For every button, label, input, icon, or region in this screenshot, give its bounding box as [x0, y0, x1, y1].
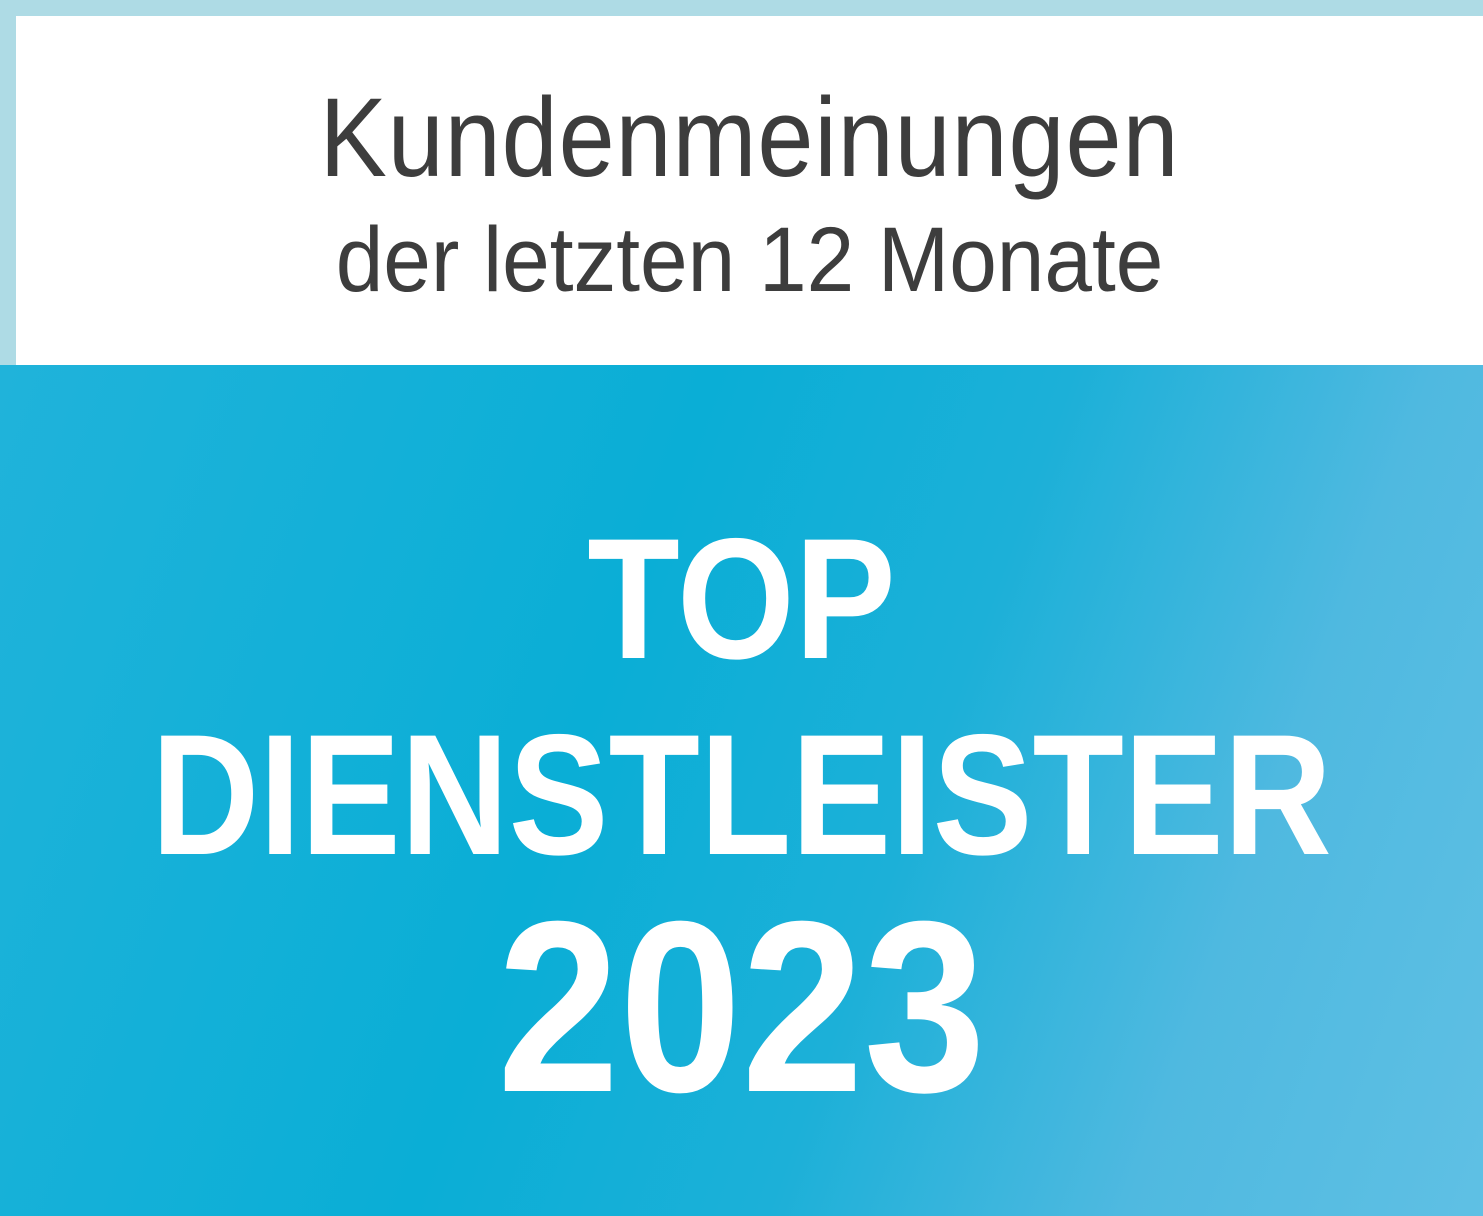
- award-top-label: TOP: [587, 503, 896, 695]
- award-title: DIENSTLEISTER: [151, 699, 1332, 891]
- header-panel: Kundenmeinungen der letzten 12 Monate: [16, 16, 1483, 365]
- award-year: 2023: [497, 870, 986, 1143]
- header-subtitle: der letzten 12 Monate: [335, 209, 1164, 311]
- award-panel: TOP DIENSTLEISTER 2023: [0, 365, 1483, 1216]
- header-title: Kundenmeinungen: [319, 75, 1180, 200]
